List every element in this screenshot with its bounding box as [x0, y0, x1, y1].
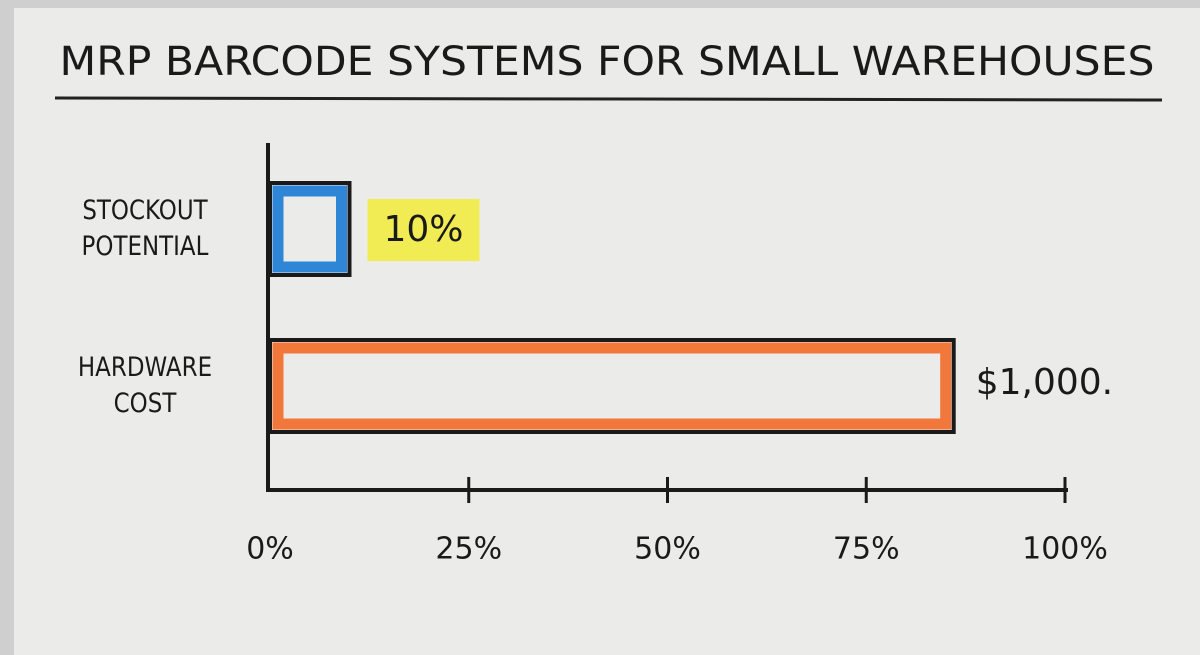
category-label: HARDWARE COST	[77, 352, 213, 419]
label-highlight	[367, 199, 480, 261]
x-tick-label: 25%	[435, 532, 502, 567]
title-underline	[54, 96, 1163, 102]
bar	[272, 185, 347, 273]
x-tick-label: 100%	[1022, 532, 1108, 567]
category-label: STOCKOUT POTENTIAL	[81, 195, 209, 262]
bar	[272, 342, 952, 430]
value-label: 10%	[383, 209, 463, 250]
chart-title: MRP BARCODE SYSTEMS FOR SMALL WAREHOUSES	[60, 39, 1155, 85]
annotation: $1,000.	[976, 362, 1113, 403]
bar-outline	[268, 181, 352, 277]
x-tick-label: 75%	[833, 532, 900, 567]
x-tick-label: 0%	[246, 532, 294, 567]
whiteboard	[14, 8, 1200, 655]
x-tick-label: 50%	[634, 532, 701, 567]
bar-outline	[268, 338, 956, 434]
